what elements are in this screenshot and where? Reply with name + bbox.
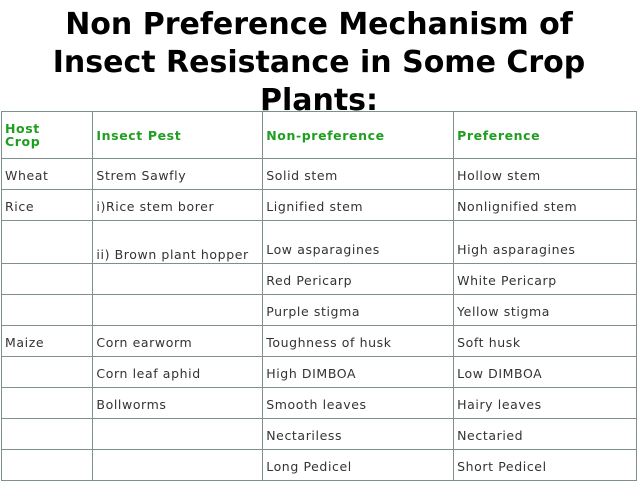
resistance-table: Host Crop Insect Pest Non-preference Pref…: [0, 111, 637, 481]
cell-preference: High asparagines: [453, 220, 637, 264]
table-row: Wheat Strem Sawfly Solid stem Hollow ste…: [0, 158, 637, 190]
cell-pest: i)Rice stem borer: [92, 189, 264, 221]
table-row: Purple stigma Yellow stigma: [0, 294, 637, 326]
cell-preference: Yellow stigma: [453, 294, 637, 326]
cell-preference: Low DIMBOA: [453, 356, 637, 388]
header-preference: Preference: [453, 111, 637, 159]
cell-pest: [92, 263, 264, 295]
header-host-crop-line-2: Crop: [5, 134, 41, 149]
cell-preference: Hollow stem: [453, 158, 637, 190]
title-line-2: Insect Resistance in Some Crop: [52, 45, 586, 80]
cell-crop: [0, 387, 94, 419]
cell-non-preference: Solid stem: [262, 158, 455, 190]
cell-non-preference: Long Pedicel: [262, 449, 455, 481]
header-non-preference: Non-preference: [262, 111, 455, 159]
cell-preference: Nonlignified stem: [453, 189, 637, 221]
cell-non-preference: Nectariless: [262, 418, 455, 450]
cell-crop: [0, 356, 94, 388]
cell-pest: ii) Brown plant hopper: [92, 220, 264, 264]
table-row: Corn leaf aphid High DIMBOA Low DIMBOA: [0, 356, 637, 388]
cell-preference: Hairy leaves: [453, 387, 637, 419]
slide-title: Non Preference Mechanism of Insect Resis…: [0, 6, 638, 120]
cell-pest: Corn earworm: [92, 325, 264, 357]
cell-non-preference: Lignified stem: [262, 189, 455, 221]
cell-crop: Wheat: [0, 158, 94, 190]
header-host-crop: Host Crop: [0, 111, 94, 159]
cell-non-preference: Red Pericarp: [262, 263, 455, 295]
table-row: Nectariless Nectaried: [0, 418, 637, 450]
cell-non-preference: Low asparagines: [262, 220, 455, 264]
header-insect-pest: Insect Pest: [92, 111, 264, 159]
cell-crop: [0, 220, 94, 264]
cell-crop: [0, 294, 94, 326]
cell-preference: Nectaried: [453, 418, 637, 450]
cell-non-preference: Smooth leaves: [262, 387, 455, 419]
table-row: ii) Brown plant hopper Low asparagines H…: [0, 220, 637, 264]
cell-crop: Rice: [0, 189, 94, 221]
table-row: Bollworms Smooth leaves Hairy leaves: [0, 387, 637, 419]
table-header-row: Host Crop Insect Pest Non-preference Pref…: [0, 111, 637, 159]
cell-pest: Bollworms: [92, 387, 264, 419]
cell-pest: [92, 418, 264, 450]
cell-pest: [92, 294, 264, 326]
cell-preference: Soft husk: [453, 325, 637, 357]
table-row: Red Pericarp White Pericarp: [0, 263, 637, 295]
table-row: Long Pedicel Short Pedicel: [0, 449, 637, 481]
cell-crop: [0, 263, 94, 295]
cell-crop: [0, 449, 94, 481]
cell-preference: Short Pedicel: [453, 449, 637, 481]
table-row: Maize Corn earworm Toughness of husk Sof…: [0, 325, 637, 357]
cell-non-preference: Toughness of husk: [262, 325, 455, 357]
cell-non-preference: High DIMBOA: [262, 356, 455, 388]
cell-preference: White Pericarp: [453, 263, 637, 295]
header-host-crop-line-1: Host: [5, 121, 40, 136]
table-row: Rice i)Rice stem borer Lignified stem No…: [0, 189, 637, 221]
cell-pest: [92, 449, 264, 481]
title-line-1: Non Preference Mechanism of: [65, 7, 573, 42]
cell-crop: Maize: [0, 325, 94, 357]
cell-crop: [0, 418, 94, 450]
cell-non-preference: Purple stigma: [262, 294, 455, 326]
cell-pest: Corn leaf aphid: [92, 356, 264, 388]
cell-pest: Strem Sawfly: [92, 158, 264, 190]
